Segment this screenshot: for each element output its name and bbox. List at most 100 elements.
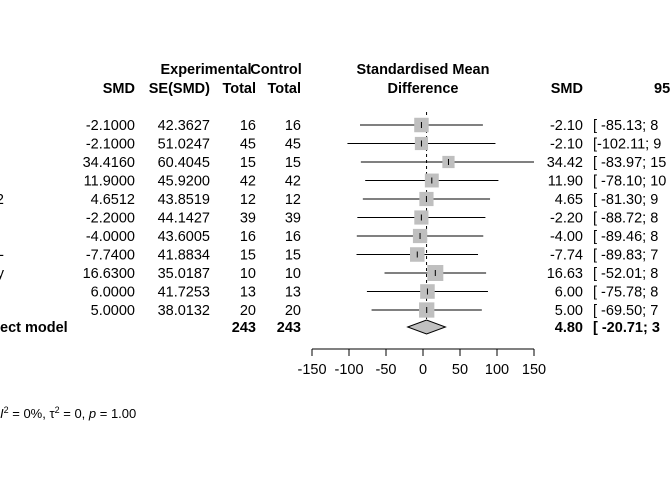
- header-plot-top: Standardised Mean: [357, 62, 490, 78]
- header-smd: SMD: [103, 81, 135, 97]
- ctrl-total-value: 39: [285, 211, 301, 227]
- x-tick-label: 50: [452, 362, 468, 378]
- study-label: -: [0, 248, 4, 264]
- x-tick-label: 0: [419, 362, 427, 378]
- ci-value: [ -83.97; 15: [593, 155, 666, 171]
- ctrl-total-value: 45: [285, 137, 301, 153]
- ci-value: [ -52.01; 8: [593, 266, 658, 282]
- x-tick-label: -50: [376, 362, 397, 378]
- heterogeneity-text: I2 = 0%, τ2 = 0, p = 1.00: [0, 405, 136, 421]
- header-ctrl-total: Total: [267, 81, 301, 97]
- ctrl-total-value: 15: [285, 248, 301, 264]
- pooled-exp-total: 243: [232, 320, 256, 336]
- smd-right-value: -2.10: [550, 118, 583, 134]
- tau2-value: = 0,: [60, 406, 89, 421]
- smd-right-value: -4.00: [550, 229, 583, 245]
- x-tick-label: -100: [334, 362, 363, 378]
- smd-right-value: -7.74: [550, 248, 583, 264]
- ci-value: [ -89.46; 8: [593, 229, 658, 245]
- header-experimental: Experimental: [160, 62, 251, 78]
- smd-value: 11.9000: [84, 174, 135, 190]
- exp-total-value: 16: [240, 118, 256, 134]
- exp-total-value: 15: [240, 155, 256, 171]
- x-axis: -150 -100 -50 0 50 100 150: [297, 348, 546, 378]
- header-smd-right: SMD: [551, 81, 583, 97]
- exp-total-value: 16: [240, 229, 256, 245]
- x-tick-label: -150: [297, 362, 326, 378]
- smd-value: 16.6300: [83, 266, 135, 282]
- se-value: 41.7253: [158, 285, 210, 301]
- ci-value: [-102.11; 9: [593, 137, 661, 153]
- ctrl-total-value: 12: [285, 192, 301, 208]
- ctrl-total-value: 20: [285, 303, 301, 319]
- pooled-ci: [ -20.71; 3: [593, 320, 660, 336]
- smd-right-value: -2.20: [550, 211, 583, 227]
- smd-right-value: 6.00: [555, 285, 583, 301]
- se-value: 60.4045: [158, 155, 210, 171]
- study-label: y: [0, 266, 5, 282]
- smd-value: 34.4160: [83, 155, 135, 171]
- ci-value: [ -81.30; 9: [593, 192, 658, 208]
- pooled-label: ect model: [0, 320, 68, 336]
- exp-total-value: 15: [240, 248, 256, 264]
- smd-right-value: 34.42: [547, 155, 583, 171]
- ci-value: [ -75.78; 8: [593, 285, 658, 301]
- header-exp-total: Total: [222, 81, 256, 97]
- smd-value: -7.7400: [86, 248, 135, 264]
- ci-value: [ -78.10; 10: [593, 174, 666, 190]
- smd-right-value: 5.00: [555, 303, 583, 319]
- pooled-row: ect model 243 243 4.80 [ -20.71; 3: [0, 319, 660, 336]
- smd-value: 6.0000: [91, 285, 135, 301]
- smd-value: -2.2000: [86, 211, 135, 227]
- pooled-ctrl-total: 243: [277, 320, 301, 336]
- header-plot-bottom: Difference: [388, 81, 459, 97]
- ctrl-total-value: 13: [285, 285, 301, 301]
- i2-value: = 0%,: [9, 406, 50, 421]
- ci-value: [ -88.72; 8: [593, 211, 658, 227]
- exp-total-value: 39: [240, 211, 256, 227]
- ctrl-total-value: 16: [285, 118, 301, 134]
- pooled-diamond: [406, 319, 447, 335]
- exp-total-value: 12: [240, 192, 256, 208]
- se-value: 38.0132: [158, 303, 210, 319]
- se-value: 42.3627: [158, 118, 210, 134]
- column-headers: Experimental Control Standardised Mean S…: [103, 62, 670, 97]
- study-label: 2: [0, 192, 4, 208]
- smd-right-value: 11.90: [548, 174, 583, 190]
- se-value: 51.0247: [158, 137, 210, 153]
- ctrl-total-value: 42: [285, 174, 301, 190]
- ci-value: [ -89.83; 7: [593, 248, 658, 264]
- ctrl-total-value: 15: [285, 155, 301, 171]
- ctrl-total-value: 16: [285, 229, 301, 245]
- smd-value: 5.0000: [91, 303, 135, 319]
- se-value: 43.8519: [158, 192, 210, 208]
- smd-value: -2.1000: [86, 118, 135, 134]
- exp-total-value: 20: [240, 303, 256, 319]
- se-value: 44.1427: [158, 211, 210, 227]
- se-value: 45.9200: [158, 174, 210, 190]
- header-se-smd: SE(SMD): [149, 81, 210, 97]
- ctrl-total-value: 10: [285, 266, 301, 282]
- smd-value: -4.0000: [86, 229, 135, 245]
- smd-right-value: 4.65: [555, 192, 583, 208]
- se-value: 41.8834: [158, 248, 210, 264]
- ci-value: [ -85.13; 8: [593, 118, 658, 134]
- exp-total-value: 10: [240, 266, 256, 282]
- p-value: = 1.00: [96, 406, 136, 421]
- plot-area: [347, 112, 534, 320]
- exp-total-value: 42: [240, 174, 256, 190]
- smd-right-value: 16.63: [547, 266, 583, 282]
- smd-value: -2.1000: [86, 137, 135, 153]
- pooled-smd-right: 4.80: [555, 320, 583, 336]
- smd-right-value: -2.10: [550, 137, 583, 153]
- se-value: 35.0187: [158, 266, 210, 282]
- header-control: Control: [250, 62, 302, 78]
- exp-total-value: 13: [240, 285, 256, 301]
- smd-value: 4.6512: [91, 192, 135, 208]
- ci-value: [ -69.50; 7: [593, 303, 658, 319]
- x-tick-label: 100: [485, 362, 509, 378]
- se-value: 43.6005: [158, 229, 210, 245]
- x-tick-label: 150: [522, 362, 546, 378]
- exp-total-value: 45: [240, 137, 256, 153]
